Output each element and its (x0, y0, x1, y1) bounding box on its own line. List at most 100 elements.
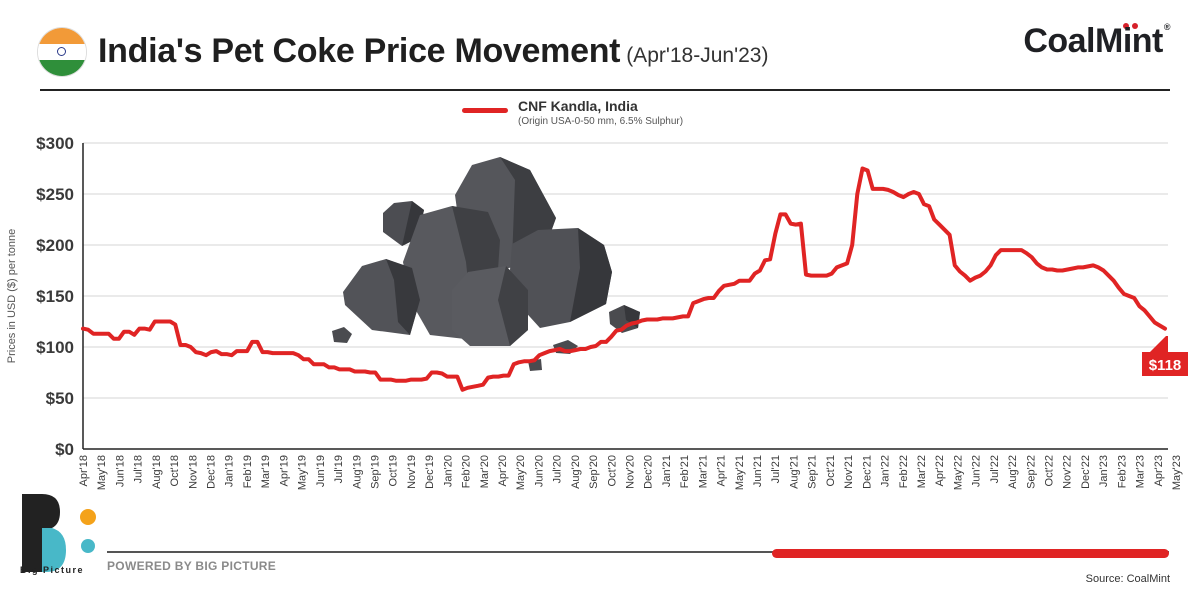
x-tick-label: Dec'21 (861, 455, 873, 489)
source-note: Source: CoalMint (1085, 573, 1170, 585)
rock-left-face (386, 259, 420, 335)
y-tick-label: $250 (36, 185, 74, 204)
x-tick-label: Aug'18 (151, 455, 163, 489)
x-tick-label: May'22 (952, 455, 964, 490)
y-tick-label: $300 (36, 134, 74, 153)
india-flag-icon (38, 28, 86, 76)
x-tick-label: Aug'19 (351, 455, 363, 489)
x-tick-label: Dec'20 (643, 455, 655, 489)
x-tick-label: Jan'22 (880, 455, 892, 487)
x-tick-label: May'20 (515, 455, 527, 490)
x-tick-label: Jun'22 (971, 455, 983, 487)
gridlines (83, 142, 1168, 399)
x-tick-label: Nov'22 (1062, 455, 1074, 489)
powered-by-text: POWERED BY BIG PICTURE (107, 559, 277, 573)
header: India's Pet Coke Price Movement (Apr'18-J… (0, 0, 1200, 91)
x-tick-label: Oct'20 (606, 455, 618, 486)
x-tick-label: May'23 (1171, 455, 1183, 490)
x-tick-label: Feb'20 (461, 455, 473, 488)
y-tick-label: $200 (36, 236, 74, 255)
x-tick-label: Aug'22 (1007, 455, 1019, 489)
x-tick-label: Jun'19 (315, 455, 327, 487)
x-tick-label: Sep'21 (807, 455, 819, 489)
big-picture-logo (22, 494, 96, 572)
x-tick-label: Jun'20 (533, 455, 545, 487)
x-tick-label: Apr'21 (716, 455, 728, 486)
x-tick-label: Jul'18 (133, 455, 145, 483)
coalmint-logo: CoalMint® (1023, 22, 1170, 61)
y-tick-label: $0 (55, 440, 74, 459)
title-text: India's Pet Coke Price Movement (98, 32, 621, 70)
x-tick-label: Mar'20 (479, 455, 491, 488)
x-tick-label: Oct'22 (1043, 455, 1055, 486)
legend-swatch (462, 108, 508, 113)
x-tick-label: Aug'20 (570, 455, 582, 489)
coal-rocks-illustration (332, 157, 640, 371)
x-tick-label: Sep'20 (588, 455, 600, 489)
x-tick-label: Aug'21 (788, 455, 800, 489)
footer-track (107, 551, 1169, 553)
x-tick-label: Apr'23 (1153, 455, 1165, 486)
x-tick-label: Mar'23 (1135, 455, 1147, 488)
x-tick-label: Apr'18 (78, 455, 90, 486)
x-tick-label: Nov'21 (843, 455, 855, 489)
x-tick-label: May'18 (96, 455, 108, 490)
y-tick-label: $150 (36, 287, 74, 306)
x-tick-label: Jul'22 (989, 455, 1001, 483)
x-tick-label: Apr'22 (934, 455, 946, 486)
x-tick-label: Feb'21 (679, 455, 691, 488)
y-tick-label: $100 (36, 338, 74, 357)
legend-series-name: CNF Kandla, India (518, 98, 638, 114)
x-tick-label: Apr'19 (278, 455, 290, 486)
x-tick-label: Sep'19 (369, 455, 381, 489)
series-line-cnf-kandla (81, 166, 1167, 392)
y-tick-label: $50 (46, 389, 74, 408)
x-tick-label: May'21 (734, 455, 746, 490)
x-tick-label: Feb'23 (1116, 455, 1128, 488)
x-tick-label: Oct'18 (169, 455, 181, 486)
x-tick-label: Mar'22 (916, 455, 928, 488)
title-period: (Apr'18-Jun'23) (626, 44, 769, 67)
x-tick-label: Feb'19 (242, 455, 254, 488)
x-tick-label: Sep'22 (1025, 455, 1037, 489)
end-value-badge (1142, 352, 1188, 376)
y-axis-tick-labels: $0 $50 $100 $150 $200 $250 $300 (36, 134, 74, 459)
x-tick-label: Mar'21 (697, 455, 709, 488)
x-tick-label: Dec'19 (424, 455, 436, 489)
x-tick-label: Nov'18 (187, 455, 199, 489)
x-axis-tick-labels: Apr'18 May'18 Jun'18 Jul'18 Aug'18 Oct'18 Nov'… (78, 455, 1183, 490)
end-value-label: $118 (1149, 357, 1182, 374)
axes (82, 143, 1168, 450)
page-title: India's Pet Coke Price Movement (Apr'18-J… (98, 32, 768, 71)
legend-series-note: (Origin USA-0-50 mm, 6.5% Sulphur) (518, 116, 684, 127)
x-tick-label: Oct'21 (825, 455, 837, 486)
x-tick-label: Apr'20 (497, 455, 509, 486)
x-tick-label: Oct'19 (388, 455, 400, 486)
big-picture-label: Big Picture (20, 565, 85, 575)
x-tick-label: Nov'19 (406, 455, 418, 489)
pebble-1 (332, 327, 352, 343)
end-value-pointer (1150, 336, 1168, 352)
x-tick-label: Feb'22 (898, 455, 910, 488)
end-value-callout: $118 (1142, 336, 1188, 376)
x-tick-label: Jan'23 (1098, 455, 1110, 487)
rock-front-face (498, 266, 528, 346)
x-tick-label: Jun'21 (752, 455, 764, 487)
x-tick-label: Jun'18 (114, 455, 126, 487)
header-divider (40, 89, 1170, 91)
x-tick-label: Nov'20 (625, 455, 637, 489)
x-tick-label: Jul'21 (770, 455, 782, 483)
x-tick-label: Jan'19 (224, 455, 236, 487)
y-axis-title: Prices in USD ($) per tonne (6, 229, 18, 364)
x-tick-label: Jan'21 (661, 455, 673, 487)
brand-name: CoalMint (1023, 22, 1163, 60)
x-tick-label: Jul'19 (333, 455, 345, 483)
x-tick-label: Jan'20 (442, 455, 454, 487)
x-tick-label: Dec'18 (206, 455, 218, 489)
x-tick-label: Jul'20 (552, 455, 564, 483)
x-tick-label: Dec'22 (1080, 455, 1092, 489)
x-tick-label: Mar'19 (260, 455, 272, 488)
rock-right-face (570, 228, 612, 322)
x-tick-label: May'19 (297, 455, 309, 490)
